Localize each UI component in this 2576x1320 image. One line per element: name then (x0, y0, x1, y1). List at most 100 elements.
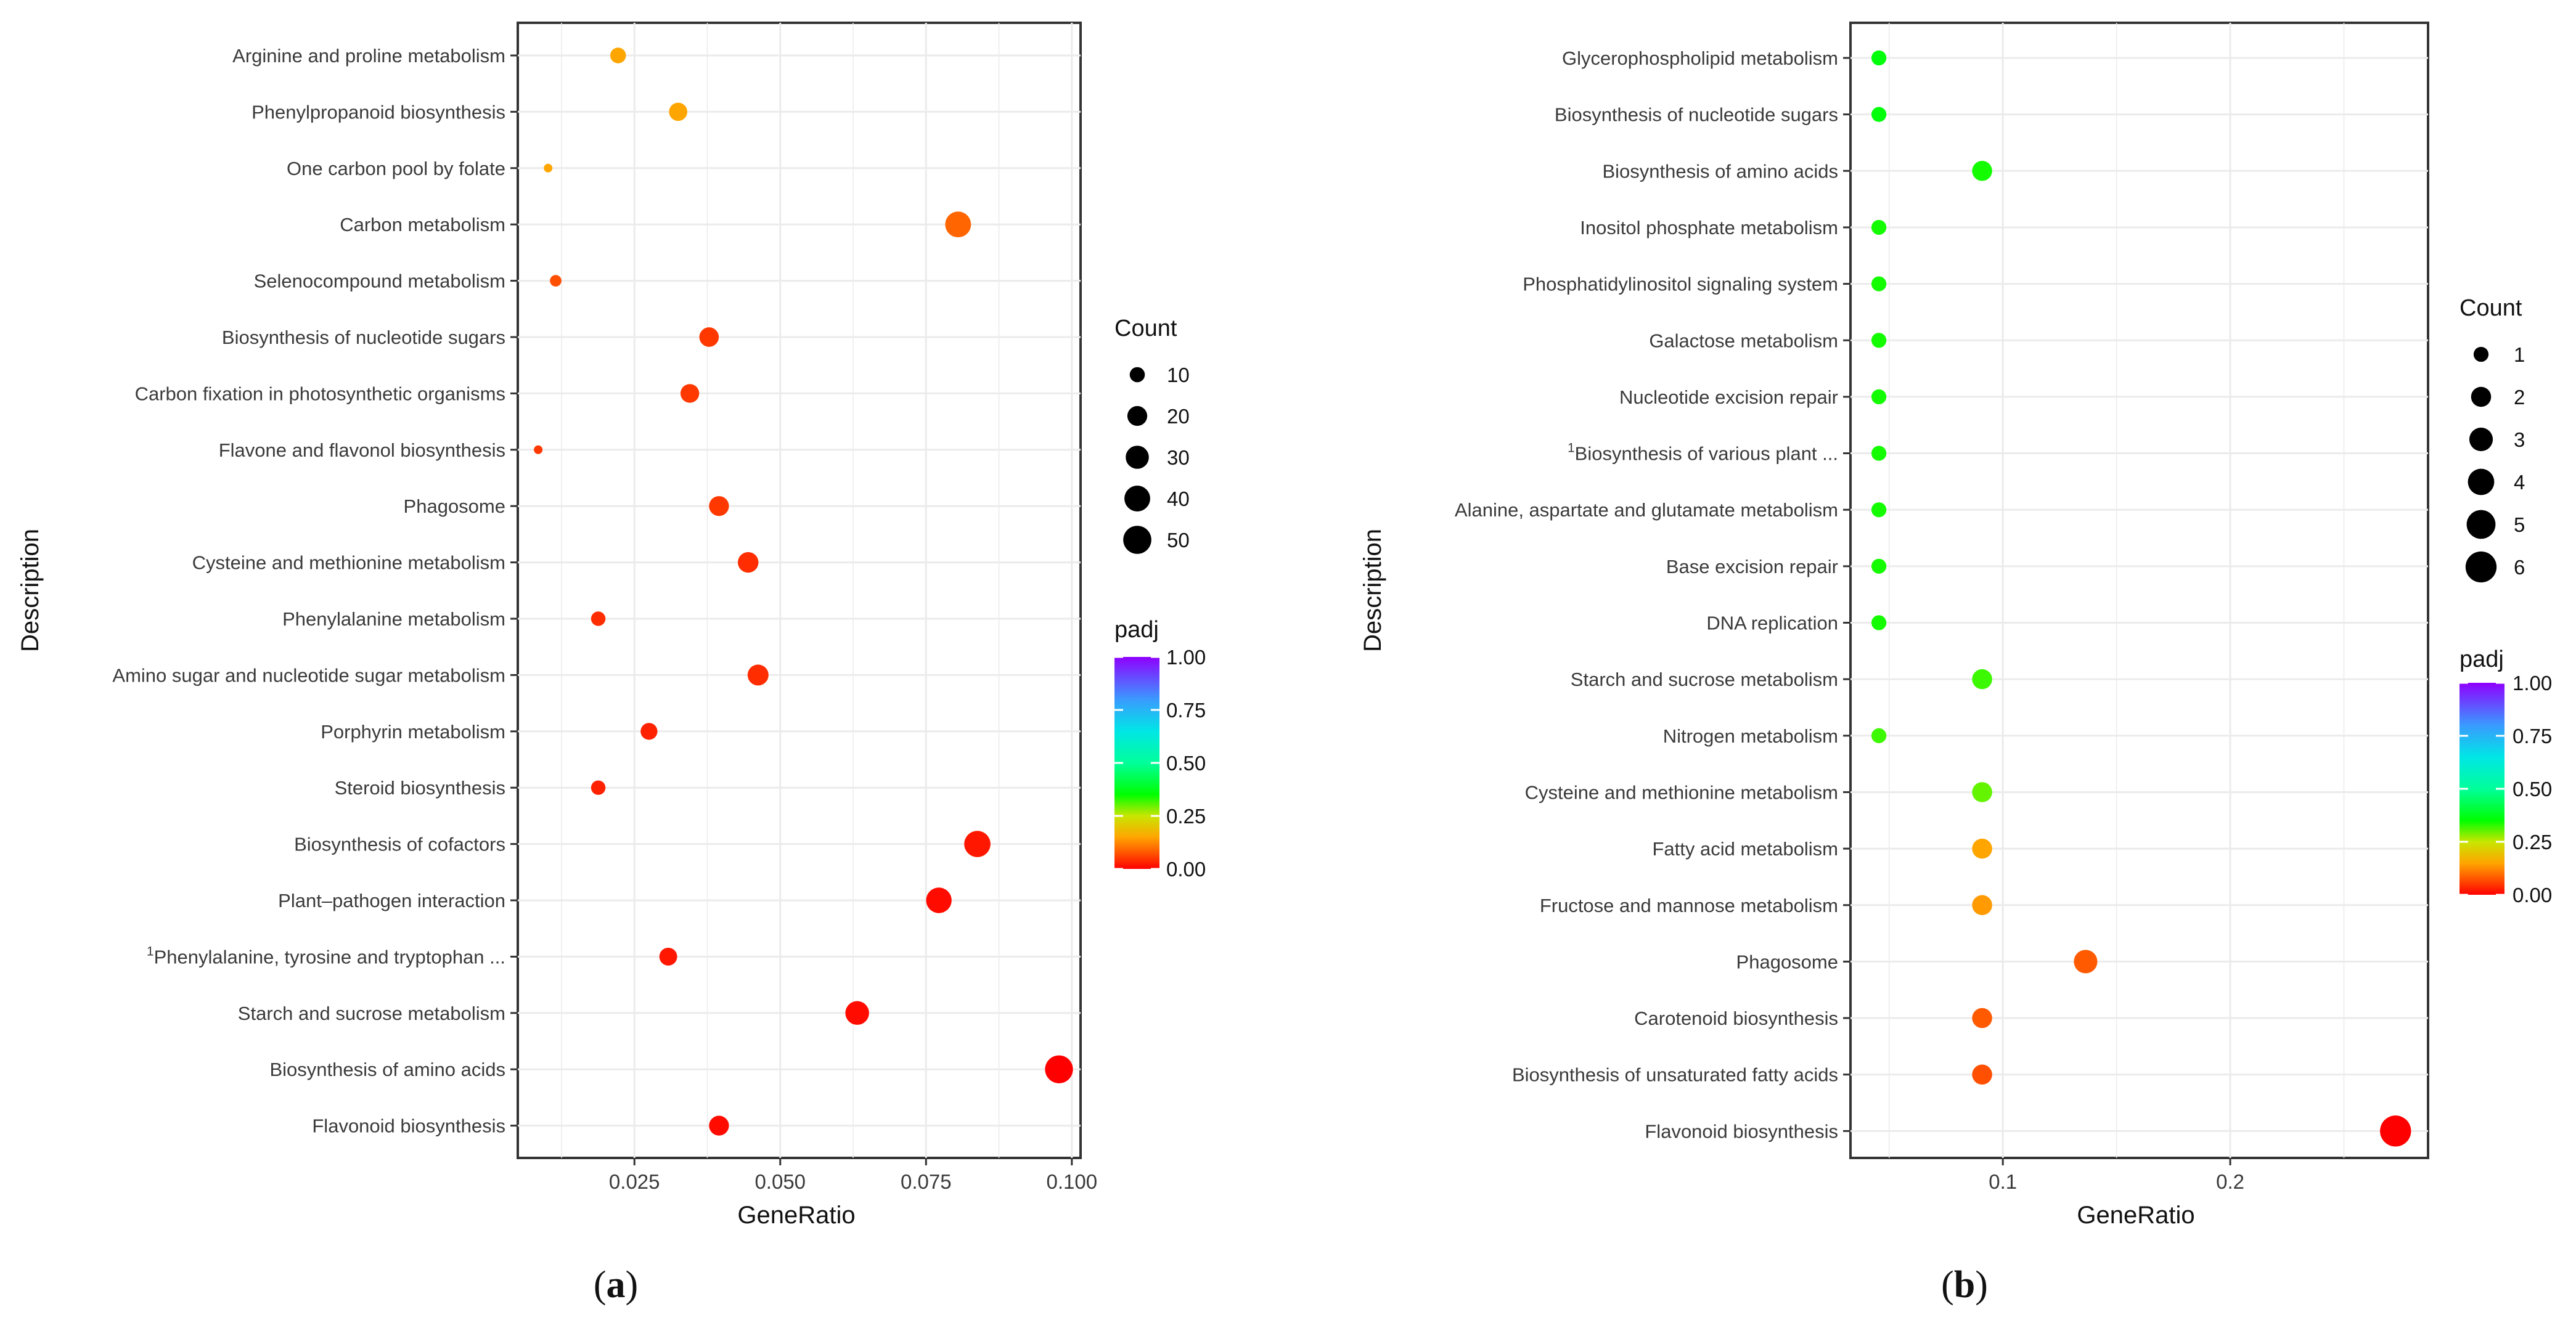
category-label: Biosynthesis of nucleotide sugars (222, 327, 505, 348)
data-point (680, 384, 700, 403)
category-label: Biosynthesis of amino acids (269, 1059, 505, 1080)
data-point (1871, 107, 1887, 122)
size-legend-key (2466, 510, 2496, 539)
data-point (544, 163, 553, 173)
category-label: Carotenoid biosynthesis (1634, 1008, 1838, 1029)
category-label: Carbon fixation in photosynthetic organi… (135, 383, 505, 404)
x-tick-label: 0.100 (1047, 1170, 1098, 1193)
size-legend-title-a: Count (1114, 316, 1177, 341)
category-label: Fructose and mannose metabolism (1540, 895, 1838, 916)
size-legend-label: 30 (1167, 446, 1190, 469)
size-legend-title-b: Count (2459, 295, 2522, 321)
category-label: Biosynthesis of nucleotide sugars (1555, 104, 1838, 126)
colorbar-label: 0.50 (2513, 778, 2552, 801)
data-point (737, 552, 759, 573)
data-point (591, 611, 606, 626)
colorbar-label: 1.00 (2513, 672, 2552, 695)
size-legend-key (1126, 446, 1149, 469)
points-b (1871, 50, 2411, 1147)
category-label: 1Biosynthesis of various plant ... (1568, 441, 1838, 465)
data-point (534, 445, 543, 454)
category-label: Steroid biosynthesis (335, 777, 505, 799)
x-tick-label: 0.1 (1989, 1170, 2017, 1193)
panel-b: Glycerophospholipid metabolism Biosynthes… (1359, 22, 2552, 1306)
category-label: Starch and sucrose metabolism (1571, 669, 1838, 690)
y-axis-title-b: Description (1359, 529, 1386, 652)
category-label: Phagosome (1736, 951, 1838, 972)
category-label: Phenylpropanoid biosynthesis (251, 101, 505, 123)
data-point (1972, 895, 1992, 915)
data-point (1045, 1055, 1073, 1083)
data-point (1972, 782, 1992, 802)
category-label: Nitrogen metabolism (1663, 725, 1838, 747)
x-tick-label: 0.025 (609, 1170, 660, 1193)
category-label: Arginine and proline metabolism (232, 45, 505, 67)
data-point (659, 947, 677, 966)
colorbar-label: 0.75 (2513, 725, 2552, 748)
colorbar-label: 0.75 (1166, 699, 1206, 722)
size-legend-key (1129, 367, 1145, 383)
size-legend-label: 1 (2514, 343, 2525, 366)
data-point (1871, 615, 1887, 630)
color-legend-title-b: padj (2459, 646, 2504, 672)
data-point (945, 211, 971, 238)
category-label: Galactose metabolism (1649, 330, 1838, 351)
category-label: Flavonoid biosynthesis (312, 1115, 505, 1137)
size-legend-key (1124, 486, 1150, 511)
data-point (2074, 950, 2098, 974)
x-axis-title-a: GeneRatio (737, 1202, 855, 1229)
size-legend-key (2465, 551, 2497, 583)
x-tick-label: 0.075 (901, 1170, 952, 1193)
x-ticks-a: 0.025 0.050 0.075 0.100 (609, 1158, 1097, 1193)
size-legend-label: 40 (1167, 487, 1190, 510)
y-axis-title-a: Description (17, 529, 44, 652)
size-legend-b: Count 1 2 3 4 5 6 (2459, 295, 2525, 583)
color-legend-a: padj 1.00 0.75 0.50 0.25 0.00 (1114, 617, 1206, 881)
category-label: Biosynthesis of amino acids (1602, 160, 1838, 182)
category-labels-a: Arginine and proline metabolism Phenylpro… (112, 45, 518, 1137)
category-label: Amino sugar and nucleotide sugar metabol… (112, 664, 505, 686)
colorbar-label: 0.50 (1166, 752, 1206, 775)
category-label: Plant–pathogen interaction (278, 890, 505, 911)
size-legend-key (2473, 346, 2489, 362)
data-point (1972, 669, 1992, 690)
colorbar-label: 1.00 (1166, 646, 1206, 669)
data-point (591, 780, 606, 795)
size-legend-label: 2 (2514, 386, 2525, 409)
category-label: Flavonoid biosynthesis (1645, 1120, 1838, 1142)
x-tick-label: 0.2 (2216, 1170, 2244, 1193)
footnote-marker: 1 (147, 944, 154, 958)
size-legend-label: 6 (2514, 556, 2525, 579)
size-legend-label: 4 (2514, 471, 2525, 494)
size-legend-key (2468, 468, 2495, 495)
category-label: Cysteine and methionine metabolism (192, 552, 505, 574)
data-point (1871, 502, 1887, 518)
data-point (1972, 161, 1992, 181)
size-legend-label: 50 (1167, 529, 1190, 552)
category-label: Inositol phosphate metabolism (1580, 217, 1838, 238)
size-legend-key (2471, 386, 2492, 407)
size-legend-key (1123, 526, 1151, 554)
caption-a: (a) (594, 1264, 638, 1306)
category-label: Glycerophospholipid metabolism (1562, 47, 1838, 69)
data-point (926, 887, 952, 913)
category-label: Selenocompound metabolism (254, 271, 505, 292)
data-point (699, 327, 719, 347)
size-legend-label: 20 (1167, 405, 1190, 428)
data-point (964, 831, 991, 857)
category-label: Porphyrin metabolism (321, 721, 505, 743)
category-label: Phenylalanine metabolism (282, 608, 505, 630)
colorbar-label: 0.00 (1166, 858, 1206, 881)
category-label: Carbon metabolism (340, 214, 505, 235)
category-label: One carbon pool by folate (287, 158, 505, 179)
category-label: Starch and sucrose metabolism (238, 1003, 505, 1024)
plot-panel-b (1849, 22, 2429, 1159)
color-legend-title-a: padj (1114, 617, 1159, 643)
footnote-marker: 1 (1568, 441, 1575, 455)
category-label: Alanine, aspartate and glutamate metabol… (1455, 499, 1838, 521)
category-label: Nucleotide excision repair (1619, 386, 1838, 408)
data-point (1871, 389, 1887, 405)
data-point (1871, 333, 1887, 348)
size-legend-a: Count 10 20 30 40 50 (1114, 316, 1190, 554)
